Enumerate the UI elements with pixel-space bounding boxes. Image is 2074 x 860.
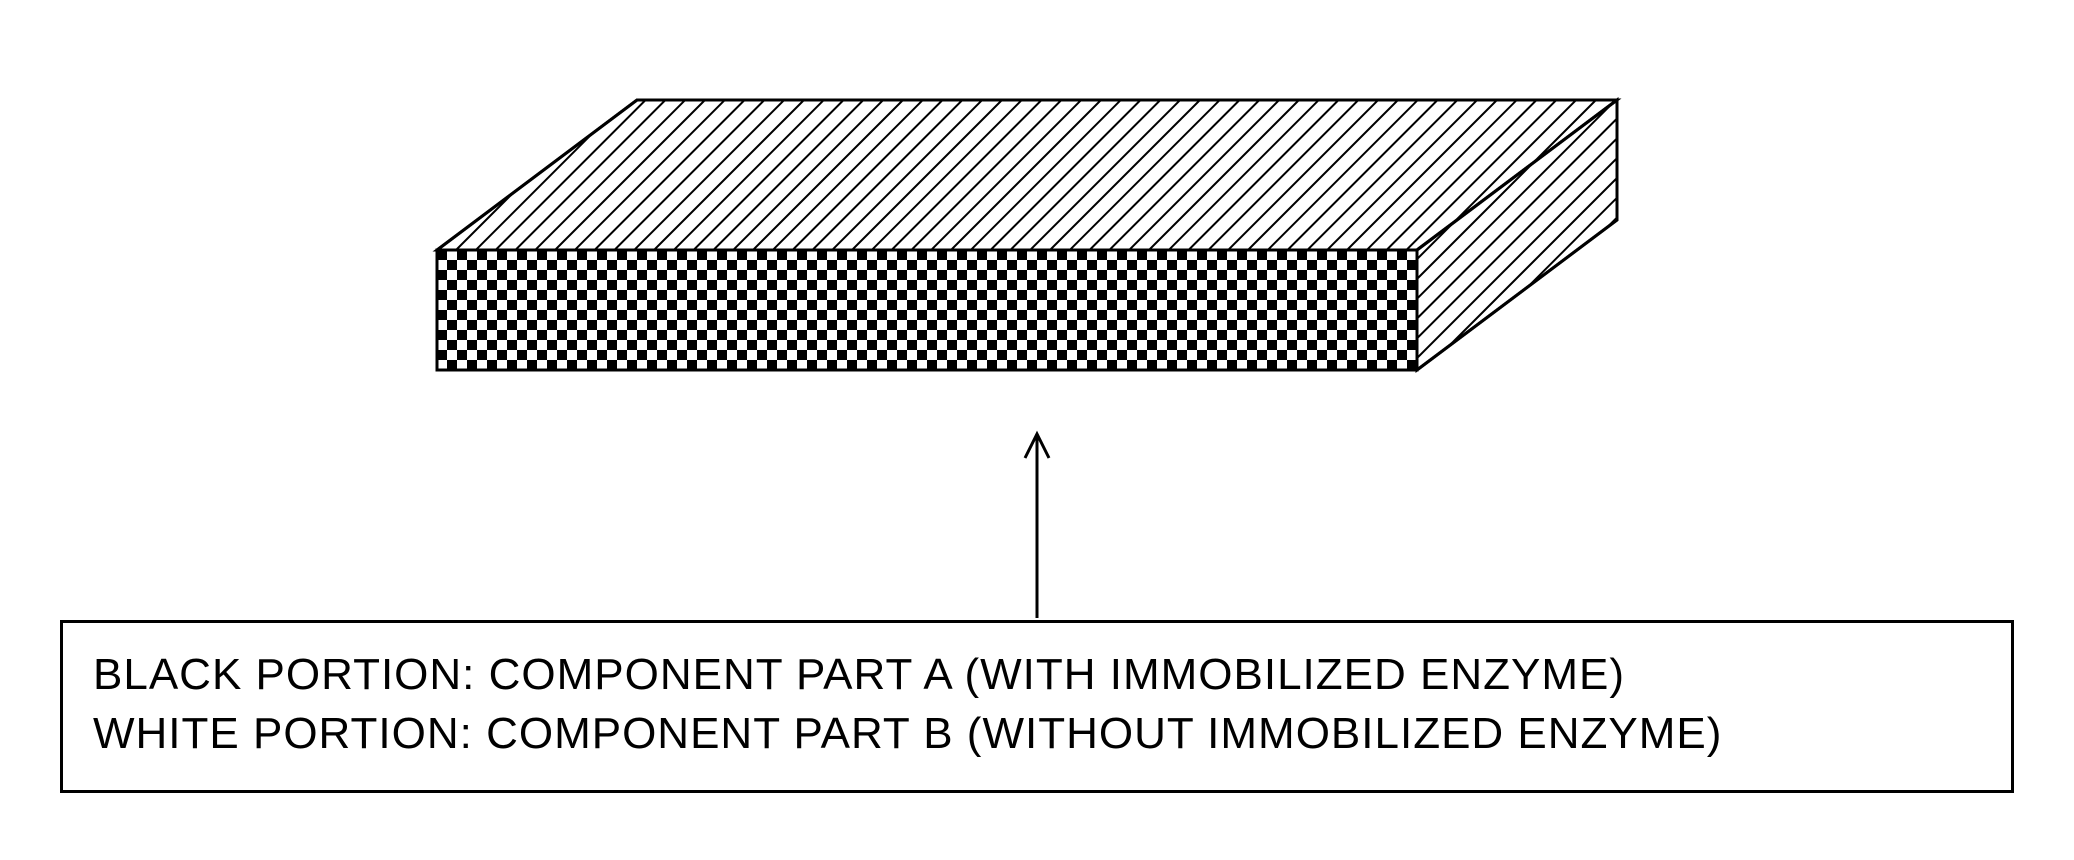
figure-stage: BLACK PORTION: COMPONENT PART A (WITH IM… <box>0 0 2074 860</box>
slab-front-face <box>437 250 1417 370</box>
callout-arrow <box>1017 430 1057 625</box>
arrow-svg <box>1017 430 1057 620</box>
legend-box: BLACK PORTION: COMPONENT PART A (WITH IM… <box>60 620 2014 793</box>
legend-line-2: WHITE PORTION: COMPONENT PART B (WITHOUT… <box>93 704 1981 763</box>
slab-top-face <box>437 100 1617 250</box>
slab-svg <box>407 60 1667 410</box>
slab-3d <box>407 60 1667 415</box>
legend-line-1: BLACK PORTION: COMPONENT PART A (WITH IM… <box>93 645 1981 704</box>
